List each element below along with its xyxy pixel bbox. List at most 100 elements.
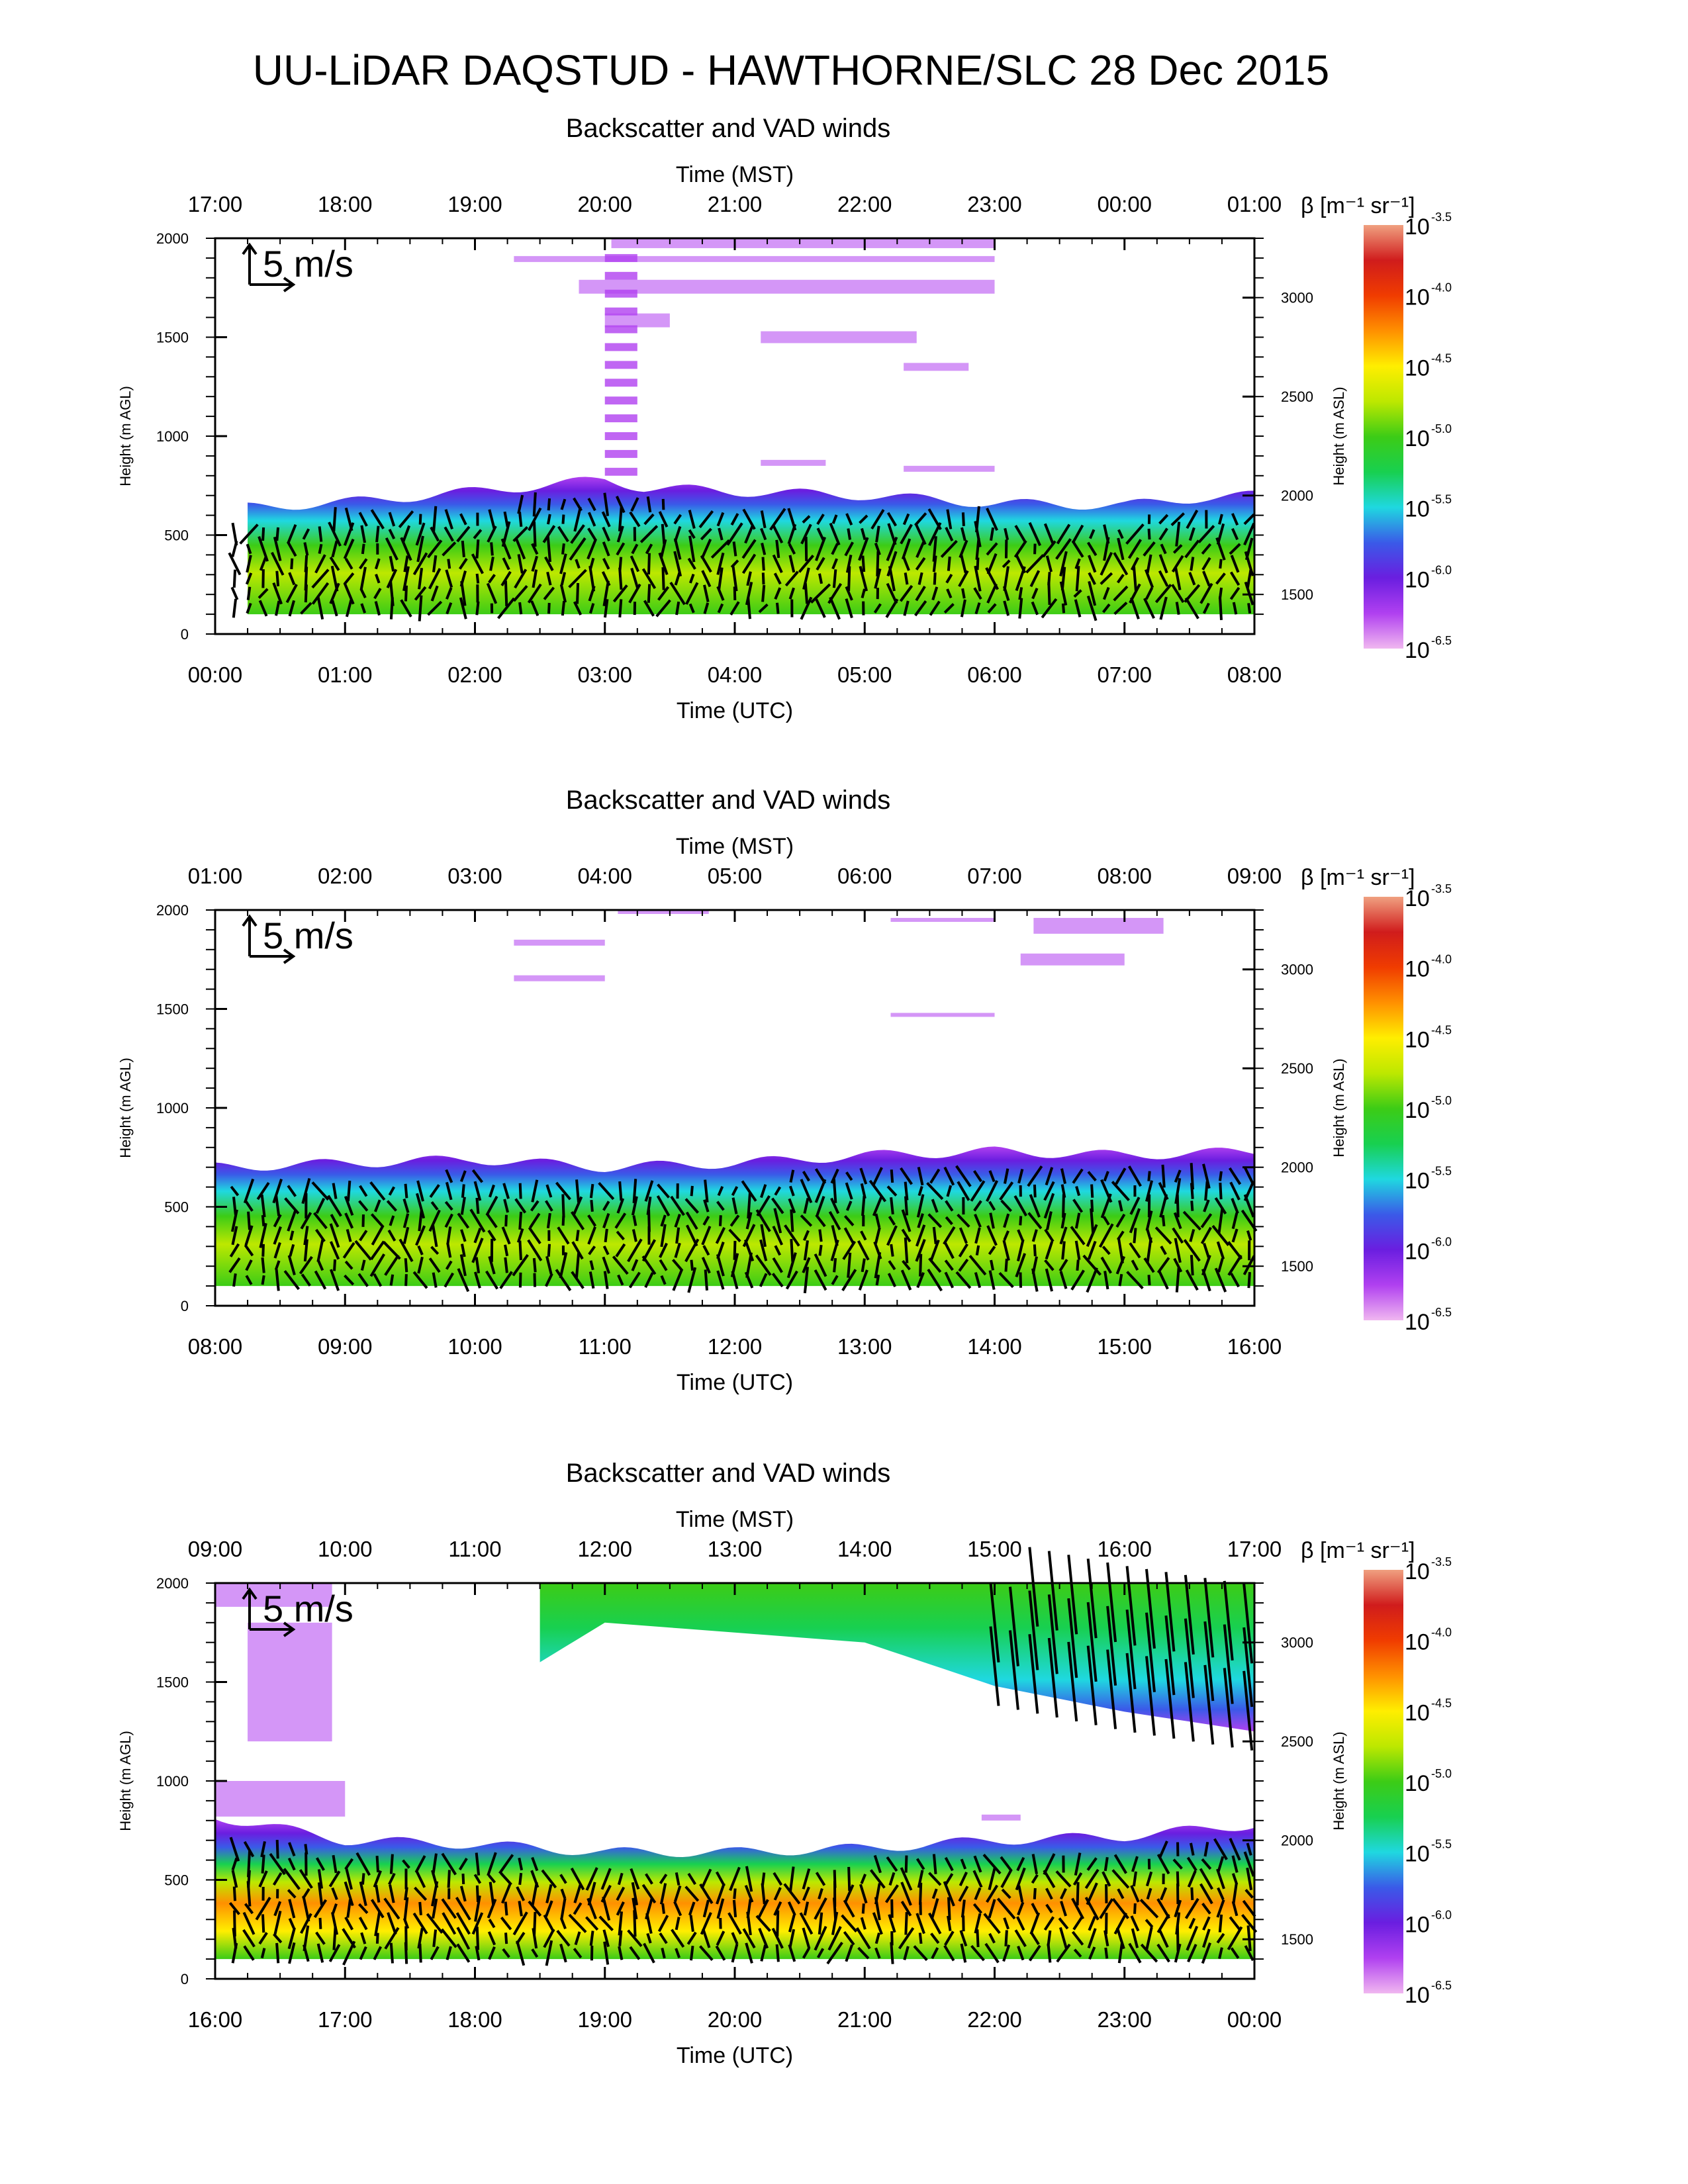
wind-arrow [418, 514, 422, 525]
wind-arrow [875, 525, 880, 543]
wind-arrow [783, 1883, 801, 1905]
wind-arrow [516, 1940, 526, 1966]
wind-arrow [845, 1182, 853, 1200]
wind-arrow [745, 1866, 753, 1892]
wind-arrow [275, 527, 280, 541]
wind-arrow [1130, 1885, 1140, 1903]
wind-arrow [872, 1167, 883, 1186]
wind-arrow [273, 1226, 282, 1245]
colorbar-tick-exponent: -4.0 [1431, 281, 1452, 295]
wind-arrow [861, 527, 867, 541]
wind-arrow [704, 1269, 708, 1291]
wind-arrow [903, 600, 910, 616]
wind-arrow [818, 573, 823, 584]
wind-arrow [344, 1260, 353, 1270]
wind-arrow [1016, 1856, 1025, 1872]
wind-arrow [1086, 1558, 1098, 1639]
wind-arrow [1060, 1888, 1067, 1900]
wind-arrow [802, 1868, 811, 1889]
wind-arrow [528, 1226, 541, 1244]
wind-arrow [1087, 1171, 1097, 1182]
wind-arrow [1045, 1167, 1054, 1186]
wind-arrow [861, 1258, 866, 1273]
wind-arrow [285, 584, 298, 604]
wind-arrow [729, 1866, 741, 1891]
wind-arrow [826, 1941, 843, 1965]
top-x-tick-label: 15:00 [967, 1537, 1022, 1561]
colorbar-tick-exponent: -6.0 [1431, 563, 1452, 576]
wind-arrow [704, 1179, 709, 1203]
right-y-tick-label: 1500 [1281, 1931, 1313, 1948]
wind-arrow [799, 1912, 814, 1935]
cloud-haze [604, 449, 637, 458]
wind-arrow [418, 568, 424, 590]
wind-arrow [785, 1270, 798, 1290]
wind-arrow [755, 1915, 771, 1933]
wind-arrow [843, 1931, 855, 1946]
wind-arrow [603, 1941, 610, 1965]
wind-arrow [516, 1228, 524, 1243]
wind-arrow [414, 1886, 428, 1901]
wind-arrow [389, 1884, 395, 1903]
wind-arrow [1129, 1197, 1141, 1215]
wind-arrow [1002, 1240, 1010, 1261]
wind-arrow [1172, 544, 1183, 554]
wind-arrow [430, 1246, 440, 1255]
wind-arrow [1216, 523, 1225, 545]
wind-arrow [1174, 1169, 1182, 1183]
wind-arrow [901, 1209, 912, 1232]
wind-arrow [643, 513, 655, 525]
wind-arrow [731, 1932, 739, 1945]
wind-arrow [374, 1910, 381, 1936]
wind-arrow [974, 1913, 982, 1934]
wind-arrow [401, 525, 411, 543]
wind-arrow [447, 559, 451, 569]
wind-arrow [244, 1200, 254, 1212]
wind-arrow [718, 1215, 722, 1226]
wind-arrow [786, 1252, 797, 1279]
wind-arrow [1102, 1216, 1110, 1226]
wind-arrow [1127, 1165, 1142, 1187]
wind-arrow [844, 541, 854, 557]
wind-arrow [1127, 539, 1142, 559]
wind-arrow [1158, 1929, 1169, 1948]
wind-arrow [545, 1900, 553, 1917]
wind-arrow [614, 1212, 627, 1229]
wind-arrow [315, 1197, 326, 1214]
wind-arrow [275, 1839, 279, 1859]
wind-arrow [499, 1271, 513, 1289]
wind-arrow [788, 587, 796, 600]
cloud-haze [604, 313, 670, 328]
wind-arrow [316, 1943, 324, 1963]
wind-arrow [402, 566, 410, 592]
wind-arrow [873, 603, 882, 614]
wind-arrow [616, 1230, 625, 1241]
wind-arrow [1045, 1268, 1054, 1292]
wind-arrow [860, 1917, 867, 1930]
wind-arrow [1170, 512, 1185, 527]
wind-arrow [931, 1199, 939, 1213]
wind-arrow [330, 1214, 340, 1228]
wind-arrow [1113, 552, 1129, 576]
wind-arrow [1072, 1916, 1083, 1931]
wind-arrow [332, 1183, 338, 1199]
top-x-tick-label: 09:00 [188, 1537, 243, 1561]
wind-arrow [617, 1872, 624, 1886]
wind-arrow [432, 1929, 438, 1947]
wind-arrow [532, 569, 538, 588]
wind-arrow [426, 1913, 444, 1934]
top-x-tick-label: 08:00 [1097, 864, 1152, 888]
figure-title: UU-LiDAR DAQSTUD - HAWTHORNE/SLC 28 Dec … [253, 46, 1329, 94]
wind-arrow [716, 1201, 725, 1211]
wind-arrow [403, 1897, 409, 1921]
wind-arrow [1133, 1228, 1137, 1244]
wind-arrow [518, 1901, 523, 1917]
wind-arrow [1161, 1214, 1166, 1227]
wind-arrow [260, 1841, 266, 1858]
wind-arrow [646, 496, 652, 513]
wind-arrow [287, 1857, 296, 1871]
top-x-tick-label: 09:00 [1227, 864, 1282, 888]
wind-arrow [1128, 1942, 1142, 1964]
wind-arrow [500, 1917, 512, 1931]
wind-arrow [1047, 1930, 1052, 1946]
